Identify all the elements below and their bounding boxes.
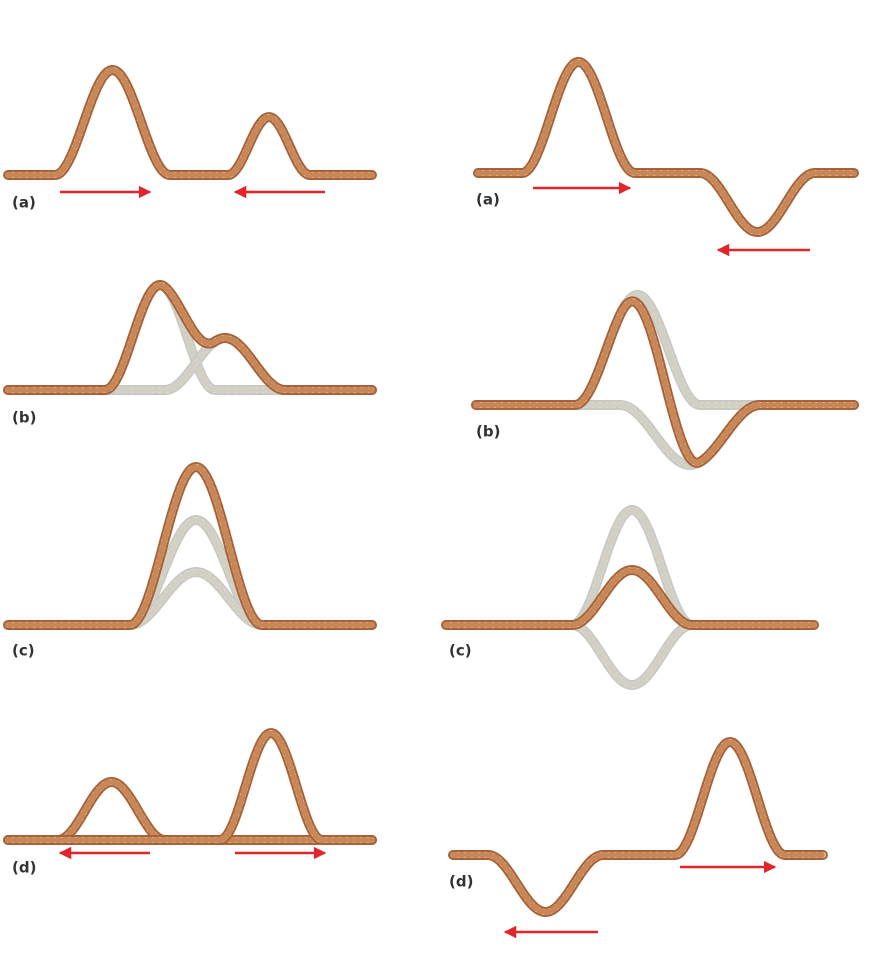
panel-label: (c) xyxy=(12,642,35,660)
rope-twist xyxy=(5,464,375,628)
rope-twist xyxy=(473,298,857,466)
rope-twist xyxy=(5,569,375,628)
rope xyxy=(471,296,859,468)
ghost-rope xyxy=(441,620,819,690)
rope-twist xyxy=(5,730,375,843)
rope-twist xyxy=(5,282,375,393)
rope-edge xyxy=(471,400,859,470)
ropes xyxy=(3,57,859,917)
rope-twist xyxy=(450,739,826,915)
rope-body xyxy=(5,464,375,628)
rope-edge xyxy=(473,57,859,237)
rope-twist xyxy=(475,59,857,235)
panel-label: (b) xyxy=(476,423,500,441)
rope-twist xyxy=(443,622,817,688)
rope xyxy=(3,65,377,180)
rope xyxy=(441,565,819,630)
rope-body xyxy=(473,402,857,468)
rope-body xyxy=(443,567,817,628)
panel-label: (d) xyxy=(449,873,473,891)
rope-body xyxy=(475,59,857,235)
rope-body xyxy=(5,730,375,843)
panel-label: (a) xyxy=(12,194,36,212)
arrows xyxy=(58,181,810,939)
rope xyxy=(3,728,377,845)
rope xyxy=(473,57,859,237)
rope-body xyxy=(5,67,375,178)
rope-body xyxy=(443,622,817,688)
panel-label: (d) xyxy=(12,859,36,877)
ghost-rope xyxy=(3,567,377,630)
panel-label: (b) xyxy=(12,409,36,427)
rope-twist xyxy=(473,402,857,468)
rope-twist xyxy=(443,567,817,628)
rope-body xyxy=(5,569,375,628)
rope-edge xyxy=(441,565,819,630)
rope xyxy=(3,462,377,630)
panel-label: (a) xyxy=(476,191,500,209)
rope-edge xyxy=(3,65,377,180)
rope xyxy=(3,280,377,395)
rope xyxy=(448,737,828,917)
ghost-rope xyxy=(471,400,859,470)
rope-twist xyxy=(5,67,375,178)
rope-edge xyxy=(3,728,377,845)
rope-edge xyxy=(3,462,377,630)
panel-label: (c) xyxy=(449,642,472,660)
rope-edge xyxy=(441,620,819,690)
rope-edge xyxy=(3,567,377,630)
